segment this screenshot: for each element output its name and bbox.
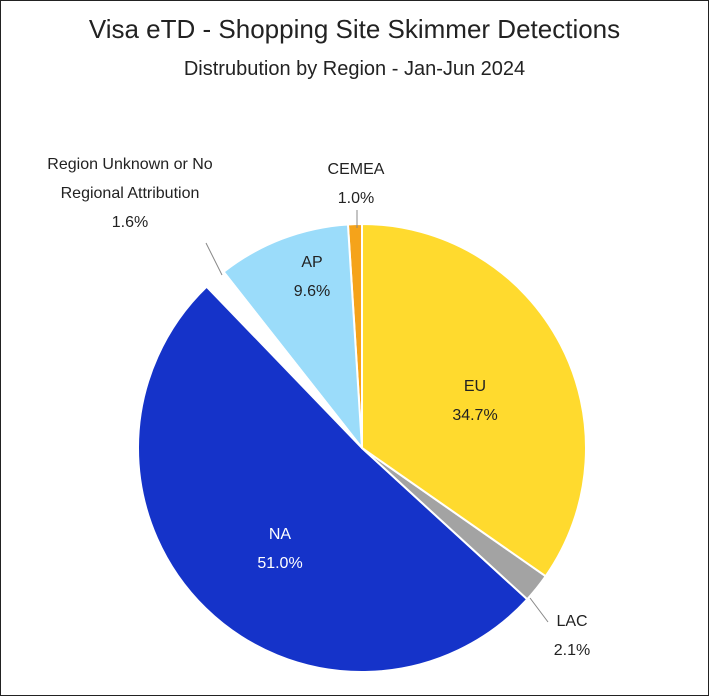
value-label: 1.6% — [111, 214, 149, 231]
slice-label: LAC 2.1% — [554, 607, 590, 665]
value-label: 34.7% — [452, 407, 498, 424]
slice-label: Region Unknown or No Regional Attributio… — [30, 150, 230, 237]
category-label: LAC — [556, 613, 588, 630]
category-label: CEMEA — [327, 161, 385, 178]
category-label: NA — [268, 526, 292, 543]
slice-label: NA 51.0% — [257, 520, 302, 578]
value-label: 2.1% — [553, 642, 591, 659]
slice-label: EU 34.7% — [452, 372, 497, 430]
pie-slice — [137, 285, 529, 674]
slice-label: CEMEA 1.0% — [328, 155, 385, 213]
category-label: AP — [301, 254, 323, 271]
chart-subtitle: Distrubution by Region - Jan-Jun 2024 — [183, 58, 526, 80]
value-label: 51.0% — [257, 555, 303, 572]
slice-label: AP 9.6% — [294, 248, 330, 306]
value-label: 9.6% — [293, 283, 331, 300]
leader-line — [529, 597, 549, 623]
pie-slice — [222, 223, 364, 452]
category-label: EU — [463, 378, 487, 395]
leader-line — [205, 242, 223, 276]
chart-title: Visa eTD - Shopping Site Skimmer Detecti… — [88, 14, 621, 44]
pie-slice — [361, 222, 587, 578]
value-label: 1.0% — [337, 190, 375, 207]
category-label: Region Unknown or No Regional Attributio… — [47, 156, 213, 202]
